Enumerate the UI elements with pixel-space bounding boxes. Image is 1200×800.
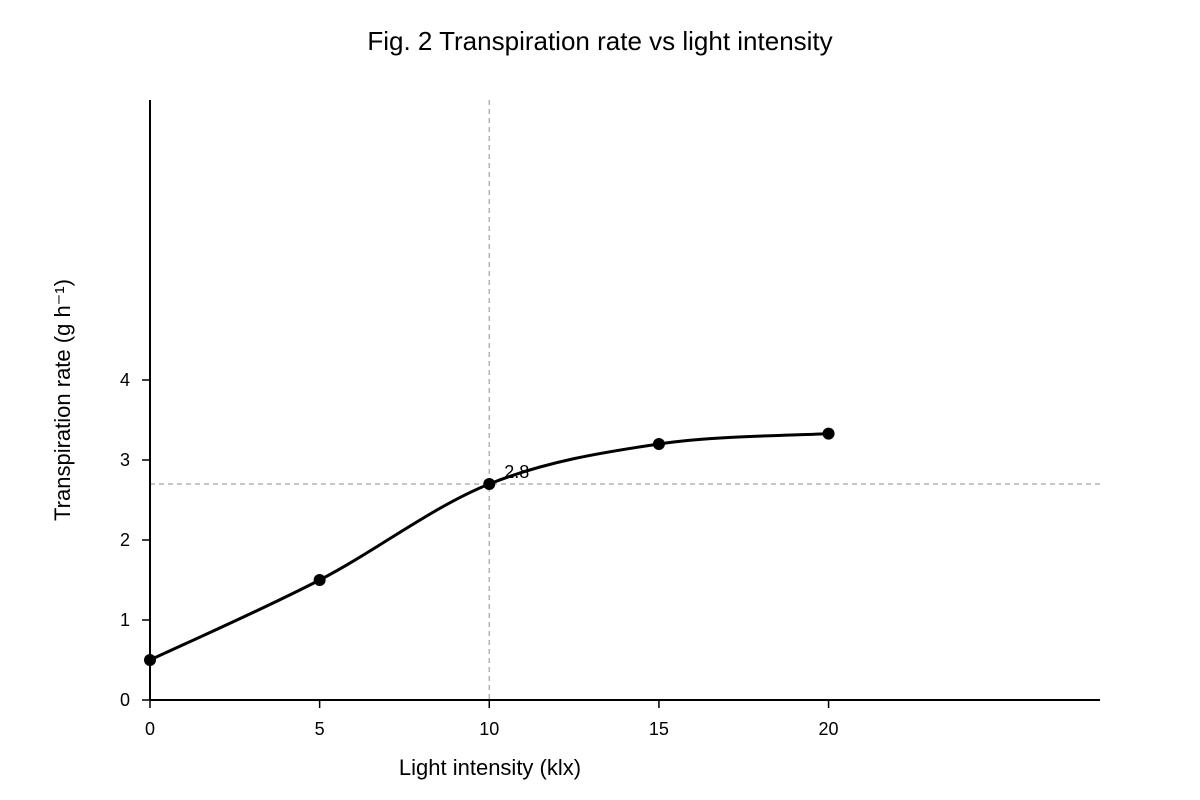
- axes: [149, 100, 1100, 701]
- x-tick-label: 20: [819, 719, 839, 739]
- data-point: [652, 438, 665, 450]
- y-ticks: 0 1 2 3 4: [120, 370, 150, 710]
- x-tick-label: 15: [649, 719, 669, 739]
- y-axis-label: Transpiration rate (g h⁻¹): [50, 279, 75, 521]
- chart-title: Fig. 2 Transpiration rate vs light inten…: [367, 26, 832, 56]
- x-tick-label: 5: [315, 719, 325, 739]
- data-point: [483, 478, 496, 490]
- y-tick-label: 1: [120, 610, 130, 630]
- x-axis-label: Light intensity (klx): [399, 755, 581, 780]
- x-tick-label: 10: [479, 719, 499, 739]
- y-tick-label: 0: [120, 690, 130, 710]
- data-point: [822, 427, 835, 440]
- data-point: [313, 574, 326, 586]
- y-tick-label: 4: [120, 370, 130, 390]
- x-ticks: 0 5 10 15 20: [145, 700, 839, 739]
- x-tick-label: 0: [145, 719, 155, 739]
- y-tick-label: 3: [120, 450, 130, 470]
- data-point: [144, 654, 156, 666]
- data-points: [144, 427, 835, 666]
- y-tick-label: 2: [120, 530, 130, 550]
- annotation-label: 2.8: [504, 462, 529, 482]
- reference-lines: [150, 100, 1100, 700]
